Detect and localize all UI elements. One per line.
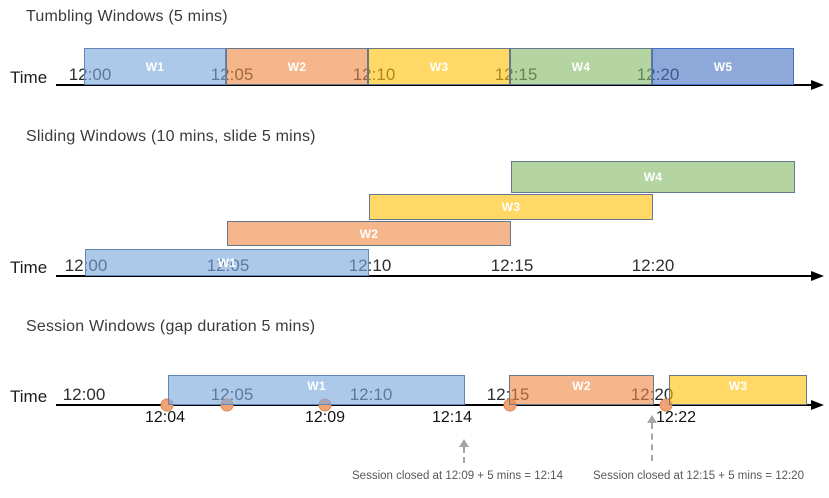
- timeline-arrowhead-icon: [811, 271, 824, 281]
- diagram-title: Session Windows (gap duration 5 mins): [26, 318, 316, 335]
- time-axis-label: Time: [10, 68, 48, 87]
- window-label: W3: [429, 59, 449, 74]
- event-time-label: 12:14: [431, 409, 473, 426]
- window-label: W2: [572, 379, 591, 393]
- dashed-arrow-line: [651, 423, 653, 461]
- window-bar-w2: W2: [226, 48, 368, 85]
- session-closed-annotation: Session closed at 12:15 + 5 mins = 12:20: [593, 470, 804, 482]
- window-bar-w2: W2: [509, 375, 654, 405]
- dashed-arrow-up-icon: [459, 439, 469, 447]
- timeline-arrowhead-icon: [811, 400, 824, 410]
- window-bar-w3: W3: [368, 48, 510, 85]
- window-label: W3: [501, 200, 521, 214]
- window-label: W2: [359, 226, 379, 241]
- dashed-arrow-up-icon: [647, 415, 657, 423]
- window-bar-w1: W1: [168, 375, 465, 405]
- diagram-title: Tumbling Windows (5 mins): [26, 8, 228, 25]
- timeline-axis: [56, 84, 812, 86]
- timeline-axis: [56, 404, 812, 406]
- timeline-axis: [56, 275, 812, 277]
- window-label: W1: [145, 59, 165, 74]
- time-axis-label: Time: [10, 258, 48, 277]
- axis-tick-label: 12:20: [631, 256, 675, 276]
- window-label: W4: [571, 59, 591, 74]
- window-label: W5: [713, 59, 733, 74]
- window-bar-w3: W3: [369, 194, 653, 220]
- event-time-label: 12:04: [144, 409, 186, 426]
- window-bar-w4: W4: [511, 161, 795, 193]
- diagram-title: Sliding Windows (10 mins, slide 5 mins): [26, 128, 316, 145]
- window-label: W3: [728, 379, 748, 393]
- axis-tick-label: 12:00: [62, 385, 106, 405]
- event-time-label: 12:22: [655, 409, 697, 426]
- window-bar-w5: W5: [652, 48, 794, 85]
- timeline-arrowhead-icon: [811, 80, 824, 90]
- window-label: W1: [307, 379, 326, 393]
- dashed-arrow-line: [463, 447, 465, 463]
- window-label: W1: [217, 255, 237, 270]
- window-bar-w1: W1: [85, 249, 369, 276]
- window-label: W2: [287, 59, 307, 74]
- window-bar-w1: W1: [84, 48, 226, 85]
- time-axis-label: Time: [10, 387, 48, 406]
- window-bar-w3: W3: [669, 375, 807, 405]
- event-time-label: 12:09: [304, 409, 346, 426]
- session-closed-annotation: Session closed at 12:09 + 5 mins = 12:14: [352, 470, 563, 482]
- window-bar-w2: W2: [227, 221, 511, 246]
- axis-tick-label: 12:15: [490, 256, 534, 276]
- window-label: W4: [643, 170, 663, 184]
- window-bar-w4: W4: [510, 48, 652, 85]
